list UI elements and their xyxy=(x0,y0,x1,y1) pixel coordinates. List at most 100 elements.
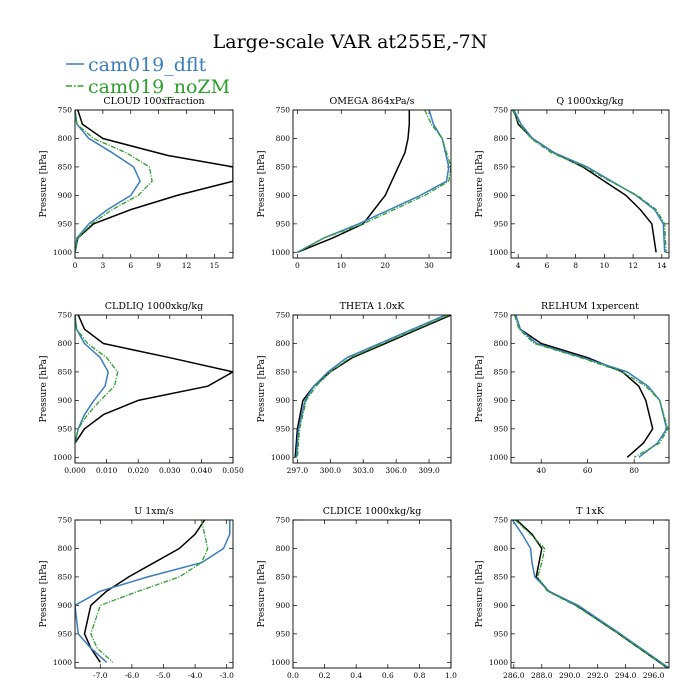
y-tick-label: 1000 xyxy=(489,658,508,667)
y-tick-label: 900 xyxy=(276,396,291,405)
x-tick-label: 6 xyxy=(545,261,550,270)
y-tick-label: 850 xyxy=(276,163,291,172)
series-line-noZM xyxy=(75,315,119,444)
x-tick-label: 14 xyxy=(657,261,667,270)
panel-5: THETA 1.0xK Pressure [hPa] 750 800 850 900 950… xyxy=(257,301,452,475)
x-tick-label: 0.2 xyxy=(319,671,331,680)
panel-title: U 1xm/s xyxy=(134,506,174,517)
panel-8: CLDICE 1000xkg/kg Pressure [hPa] 750 800 850… xyxy=(257,506,457,680)
plot-frame xyxy=(510,109,670,259)
plot-frame xyxy=(292,519,452,669)
panel-3: Q 1000xkg/kg Pressure [hPa] 750 800 850 900 95… xyxy=(475,96,670,270)
x-tick-label: 1.0 xyxy=(445,671,457,680)
y-tick-label: 750 xyxy=(58,311,73,320)
series-line-noZM xyxy=(511,110,667,253)
x-tick-label: 0.050 xyxy=(222,466,244,475)
x-tick-label: 12 xyxy=(628,261,638,270)
y-tick-label: 750 xyxy=(276,516,291,525)
series-line-dflt xyxy=(75,520,231,663)
x-tick-label: 15 xyxy=(210,261,220,270)
y-axis-label: Pressure [hPa] xyxy=(475,560,485,627)
panel-1: CLOUD 100xfraction Pressure [hPa] 750 800 85… xyxy=(39,96,234,270)
series-line-dflt xyxy=(75,315,109,444)
panel-title: RELHUM 1xpercent xyxy=(541,301,639,312)
x-tick-label: 12 xyxy=(182,261,192,270)
x-tick-label: 3 xyxy=(100,261,105,270)
y-tick-label: 850 xyxy=(494,368,509,377)
x-tick-label: 297.0 xyxy=(287,466,309,475)
y-tick-label: 1000 xyxy=(489,248,508,257)
panel-title: CLOUD 100xfraction xyxy=(103,96,204,107)
y-tick-label: 900 xyxy=(58,601,73,610)
y-tick-label: 950 xyxy=(494,629,509,638)
y-tick-label: 750 xyxy=(58,106,73,115)
x-tick-label: 306.0 xyxy=(385,466,407,475)
series-line-noZM xyxy=(297,110,451,253)
y-tick-label: 950 xyxy=(276,424,291,433)
y-tick-label: 950 xyxy=(494,219,509,228)
panel-9: T 1xK Pressure [hPa] 750 800 850 900 950 1000 28… xyxy=(475,506,670,680)
x-tick-label: 0.8 xyxy=(413,671,425,680)
x-tick-label: 10 xyxy=(600,261,610,270)
y-tick-label: 750 xyxy=(494,516,509,525)
y-tick-label: 950 xyxy=(494,424,509,433)
y-tick-label: 1000 xyxy=(53,248,72,257)
x-tick-label: 303.0 xyxy=(352,466,374,475)
y-axis-label: Pressure [hPa] xyxy=(257,150,267,217)
y-axis-label: Pressure [hPa] xyxy=(39,355,49,422)
x-tick-label: 8 xyxy=(573,261,578,270)
y-tick-label: 850 xyxy=(276,573,291,582)
y-tick-label: 900 xyxy=(494,601,509,610)
x-tick-label: 290.0 xyxy=(559,671,581,680)
x-tick-label: 309.0 xyxy=(418,466,440,475)
panel-title: OMEGA 864xPa/s xyxy=(329,96,414,107)
y-tick-label: 900 xyxy=(58,396,73,405)
y-tick-label: 750 xyxy=(494,311,509,320)
y-tick-label: 1000 xyxy=(271,248,290,257)
x-tick-label: 0 xyxy=(295,261,300,270)
y-tick-label: 800 xyxy=(58,339,73,348)
x-tick-label: 0.6 xyxy=(382,671,394,680)
x-tick-label: -7.0 xyxy=(93,671,108,680)
y-tick-label: 750 xyxy=(276,311,291,320)
y-tick-label: 950 xyxy=(58,424,73,433)
x-tick-label: 286.0 xyxy=(503,671,525,680)
y-tick-label: 850 xyxy=(58,573,73,582)
y-tick-label: 800 xyxy=(494,544,509,553)
y-tick-label: 900 xyxy=(494,191,509,200)
x-tick-label: 30 xyxy=(424,261,434,270)
x-tick-label: 0.010 xyxy=(96,466,118,475)
y-tick-label: 900 xyxy=(494,396,509,405)
series-line-obs xyxy=(294,315,451,458)
y-tick-label: 850 xyxy=(494,573,509,582)
panel-7: U 1xm/s Pressure [hPa] 750 800 850 900 950 1000… xyxy=(39,506,234,680)
panel-title: Q 1000xkg/kg xyxy=(556,96,623,107)
x-tick-label: 80 xyxy=(629,466,639,475)
y-tick-label: 850 xyxy=(58,368,73,377)
y-tick-label: 900 xyxy=(276,191,291,200)
series-line-obs xyxy=(75,110,233,253)
y-tick-label: 1000 xyxy=(489,453,508,462)
x-tick-label: 40 xyxy=(536,466,546,475)
series-line-dflt xyxy=(511,520,669,668)
plot-frame xyxy=(74,519,234,669)
plot-frame xyxy=(74,314,234,464)
y-axis-label: Pressure [hPa] xyxy=(257,560,267,627)
series-line-obs xyxy=(514,315,654,458)
series-line-noZM xyxy=(75,110,153,253)
y-axis-label: Pressure [hPa] xyxy=(475,150,485,217)
x-tick-label: 296.0 xyxy=(643,671,665,680)
x-tick-label: -4.0 xyxy=(188,671,203,680)
y-axis-label: Pressure [hPa] xyxy=(39,150,49,217)
y-tick-label: 800 xyxy=(276,339,291,348)
x-tick-label: 6 xyxy=(128,261,133,270)
series-line-noZM xyxy=(90,520,209,663)
figure-title: Large-scale VAR at255E,-7N xyxy=(213,31,488,53)
x-tick-label: 294.0 xyxy=(615,671,637,680)
legend: cam019_dflt cam019_noZM xyxy=(66,54,230,98)
panel-2: OMEGA 864xPa/s Pressure [hPa] 750 800 850 900… xyxy=(257,96,452,270)
y-tick-label: 950 xyxy=(58,629,73,638)
series-line-obs xyxy=(297,110,411,253)
y-tick-label: 1000 xyxy=(53,658,72,667)
